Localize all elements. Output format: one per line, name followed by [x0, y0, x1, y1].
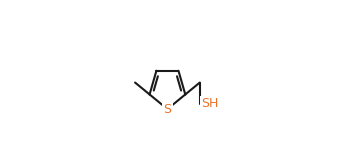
Text: S: S — [164, 103, 171, 116]
Text: SH: SH — [201, 97, 219, 110]
